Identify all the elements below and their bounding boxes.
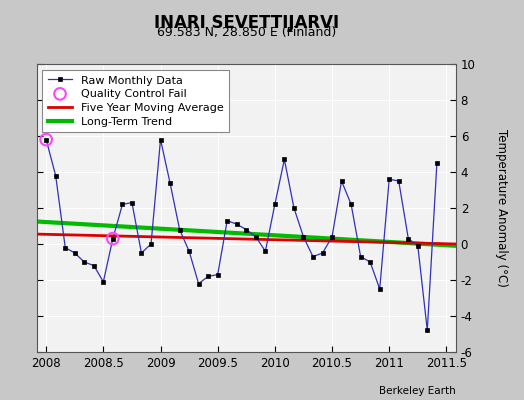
Raw Monthly Data [405,236,411,241]
Raw Monthly Data [329,234,335,239]
Raw Monthly Data [62,245,69,250]
Text: INARI SEVETTIJARVI: INARI SEVETTIJARVI [154,14,339,32]
Raw Monthly Data [43,137,49,142]
Raw Monthly Data [195,281,202,286]
Raw Monthly Data [310,254,316,259]
Raw Monthly Data [434,160,440,166]
Line: Raw Monthly Data: Raw Monthly Data [44,138,439,332]
Text: 69.583 N, 28.850 E (Finland): 69.583 N, 28.850 E (Finland) [157,26,336,39]
Raw Monthly Data [148,242,154,246]
Raw Monthly Data [186,249,192,254]
Quality Control Fail [42,136,50,143]
Raw Monthly Data [357,254,364,259]
Raw Monthly Data [224,218,231,223]
Raw Monthly Data [81,260,88,264]
Legend: Raw Monthly Data, Quality Control Fail, Five Year Moving Average, Long-Term Tren: Raw Monthly Data, Quality Control Fail, … [42,70,230,132]
Raw Monthly Data [91,263,97,268]
Raw Monthly Data [414,243,421,248]
Raw Monthly Data [377,286,383,291]
Y-axis label: Temperature Anomaly (°C): Temperature Anomaly (°C) [495,129,508,287]
Text: Berkeley Earth: Berkeley Earth [379,386,456,396]
Raw Monthly Data [262,249,268,254]
Raw Monthly Data [300,234,307,239]
Raw Monthly Data [234,222,240,226]
Raw Monthly Data [214,272,221,277]
Raw Monthly Data [253,234,259,239]
Quality Control Fail [108,235,117,242]
Raw Monthly Data [157,137,163,142]
Raw Monthly Data [281,157,288,162]
Raw Monthly Data [320,250,326,256]
Raw Monthly Data [348,202,354,207]
Raw Monthly Data [205,274,211,279]
Raw Monthly Data [52,173,59,178]
Raw Monthly Data [100,279,106,284]
Raw Monthly Data [138,250,145,256]
Raw Monthly Data [110,236,116,241]
Raw Monthly Data [177,227,183,232]
Raw Monthly Data [119,202,126,207]
Raw Monthly Data [424,328,430,333]
Raw Monthly Data [167,180,173,185]
Raw Monthly Data [367,260,373,264]
Raw Monthly Data [243,227,249,232]
Raw Monthly Data [272,202,278,207]
Raw Monthly Data [291,206,297,210]
Raw Monthly Data [386,177,392,182]
Raw Monthly Data [396,178,402,183]
Raw Monthly Data [339,178,345,183]
Raw Monthly Data [72,250,78,256]
Raw Monthly Data [129,200,135,205]
